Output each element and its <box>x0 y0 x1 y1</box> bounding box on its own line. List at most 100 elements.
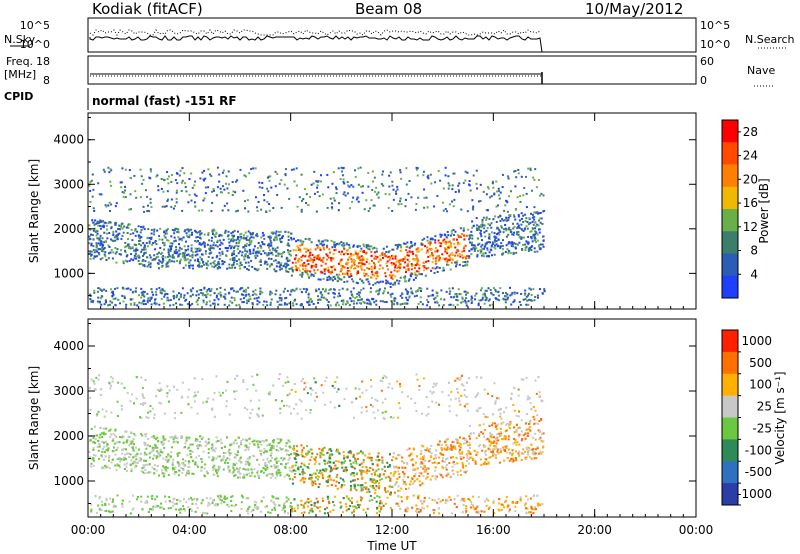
scatter-cell <box>135 247 138 250</box>
scatter-cell <box>128 169 131 172</box>
scatter-cell <box>420 450 423 453</box>
scatter-cell <box>225 247 228 250</box>
scatter-cell <box>205 263 208 266</box>
scatter-cell <box>212 302 215 305</box>
scatter-cell <box>96 413 99 416</box>
scatter-cell <box>503 459 506 462</box>
scatter-cell <box>266 254 269 257</box>
scatter-cell <box>330 206 333 209</box>
scatter-cell <box>480 226 483 229</box>
scatter-cell <box>143 248 146 251</box>
scatter-cell <box>264 210 267 213</box>
scatter-cell <box>300 274 303 277</box>
scatter-cell <box>509 228 512 231</box>
scatter-cell <box>152 505 155 508</box>
scatter-cell <box>519 496 522 499</box>
scatter-cell <box>116 238 119 241</box>
scatter-cell <box>322 246 325 249</box>
scatter-cell <box>92 221 95 224</box>
scatter-cell <box>445 444 448 447</box>
scatter-cell <box>332 265 335 268</box>
scatter-cell <box>494 445 497 448</box>
scatter-cell <box>472 244 475 247</box>
scatter-cell <box>375 299 378 302</box>
scatter-cell <box>301 243 304 246</box>
scatter-cell <box>342 253 345 256</box>
scatter-cell <box>372 204 375 207</box>
scatter-cell <box>313 269 316 272</box>
scatter-cell <box>413 295 416 298</box>
scatter-cell <box>90 253 93 256</box>
scatter-cell <box>182 266 185 269</box>
scatter-cell <box>290 232 293 235</box>
scatter-cell <box>350 293 353 296</box>
scatter-cell <box>336 295 339 298</box>
scatter-cell <box>446 247 449 250</box>
scatter-cell <box>348 246 351 249</box>
scatter-cell <box>177 230 180 233</box>
scatter-cell <box>355 273 358 276</box>
scatter-cell <box>231 258 234 261</box>
scatter-cell <box>464 255 467 258</box>
scatter-cell <box>501 244 504 247</box>
scatter-cell <box>98 374 101 377</box>
scatter-cell <box>227 170 230 173</box>
scatter-cell <box>209 304 212 307</box>
scatter-cell <box>98 253 101 256</box>
scatter-cell <box>99 426 102 429</box>
scatter-cell <box>416 274 419 277</box>
scatter-cell <box>170 180 173 183</box>
scatter-cell <box>404 198 407 201</box>
scatter-cell <box>509 252 512 255</box>
scatter-cell <box>348 304 351 307</box>
scatter-cell <box>300 240 303 243</box>
scatter-cell <box>340 278 343 281</box>
scatter-cell <box>274 185 277 188</box>
scatter-cell <box>203 263 206 266</box>
scatter-cell <box>301 272 304 275</box>
scatter-cell <box>140 495 143 498</box>
scatter-cell <box>152 293 155 296</box>
scatter-cell <box>479 183 482 186</box>
scatter-cell <box>421 502 424 505</box>
scatter-cell <box>269 301 272 304</box>
scatter-cell <box>140 244 143 247</box>
scatter-cell <box>436 270 439 273</box>
scatter-cell <box>396 270 399 273</box>
scatter-cell <box>334 243 337 246</box>
scatter-cell <box>358 261 361 264</box>
scatter-cell <box>138 234 141 237</box>
scatter-cell <box>312 472 315 475</box>
scatter-cell <box>492 454 495 457</box>
scatter-cell <box>280 179 283 182</box>
scatter-cell <box>447 394 450 397</box>
scatter-cell <box>388 274 391 277</box>
scatter-cell <box>464 179 467 182</box>
y-tick-label: 3000 <box>53 177 84 191</box>
scatter-cell <box>276 172 279 175</box>
scatter-cell <box>159 227 162 230</box>
scatter-cell <box>410 476 413 479</box>
scatter-cell <box>513 292 516 295</box>
scatter-cell <box>390 276 393 279</box>
scatter-cell <box>506 296 509 299</box>
scatter-cell <box>171 463 174 466</box>
scatter-cell <box>190 254 193 257</box>
scatter-cell <box>105 289 108 292</box>
scatter-cell <box>320 264 323 267</box>
scatter-cell <box>536 223 539 226</box>
scatter-cell <box>212 187 215 190</box>
scatter-cell <box>459 293 462 296</box>
scatter-cell <box>269 175 272 178</box>
scatter-cell <box>104 255 107 258</box>
scatter-cell <box>146 236 149 239</box>
scatter-cell <box>417 302 420 305</box>
scatter-cell <box>297 466 300 469</box>
scatter-cell <box>433 271 436 274</box>
scatter-cell <box>271 292 274 295</box>
scatter-cell <box>123 295 126 298</box>
scatter-cell <box>357 271 360 274</box>
scatter-cell <box>476 187 479 190</box>
scatter-cell <box>236 476 239 479</box>
scatter-cell <box>516 231 519 234</box>
